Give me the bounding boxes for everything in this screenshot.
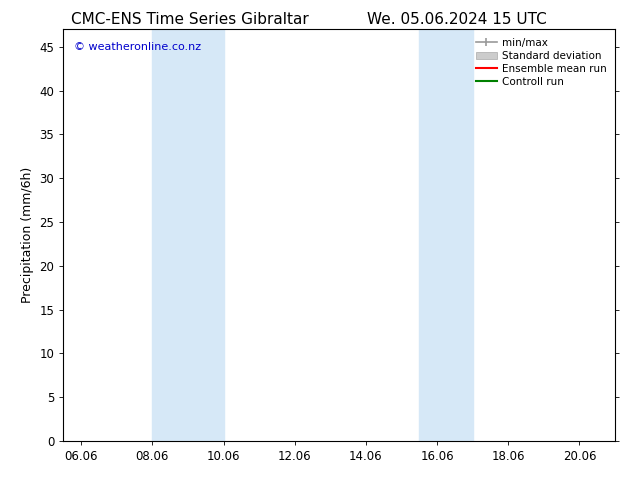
- Text: We. 05.06.2024 15 UTC: We. 05.06.2024 15 UTC: [366, 12, 547, 27]
- Bar: [152, 29, 224, 441]
- Text: © weatheronline.co.nz: © weatheronline.co.nz: [74, 42, 202, 52]
- Text: CMC-ENS Time Series Gibraltar: CMC-ENS Time Series Gibraltar: [71, 12, 309, 27]
- Y-axis label: Precipitation (mm/6h): Precipitation (mm/6h): [21, 167, 34, 303]
- Legend: min/max, Standard deviation, Ensemble mean run, Controll run: min/max, Standard deviation, Ensemble me…: [473, 35, 610, 90]
- Bar: [419, 29, 472, 441]
